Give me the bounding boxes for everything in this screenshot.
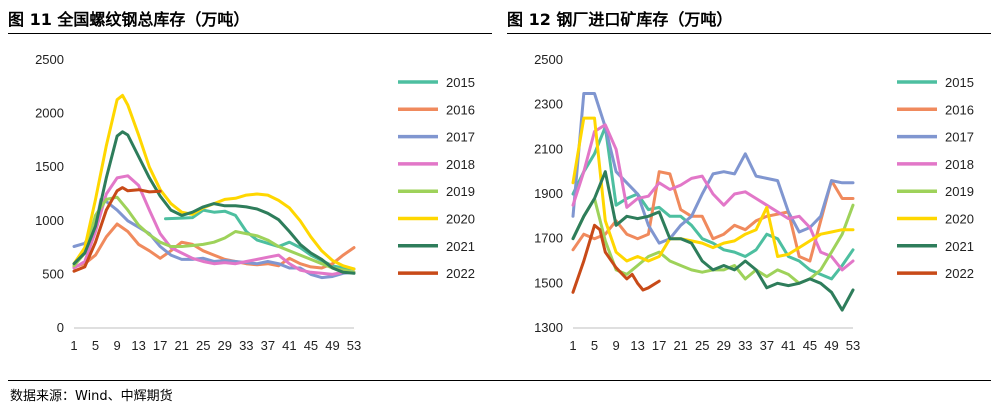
x-tick-label: 29 [717,338,731,353]
y-tick-label: 2500 [35,52,64,67]
source-note: 数据来源：Wind、中辉期货 [10,389,173,404]
x-tick-label: 13 [131,338,145,353]
legend-label: 2017 [945,130,974,145]
y-tick-label: 1900 [534,186,563,201]
legend-label: 2022 [945,266,974,281]
y-tick-label: 1500 [534,275,563,290]
x-tick-label: 25 [695,338,709,353]
x-tick-label: 45 [304,338,318,353]
legend: 2015 2016 2017 2018 2019 2020 2021 2022 [398,75,475,281]
y-tick-label: 500 [42,266,64,281]
x-tick-label: 17 [153,338,167,353]
x-tick-label: 53 [347,338,361,353]
y-tick-label: 1500 [35,159,64,174]
legend-label: 2019 [446,184,475,199]
y-tick-label: 0 [57,320,64,335]
x-tick-label: 5 [591,338,598,353]
legend-label: 2021 [945,239,974,254]
legend: 2015 2016 2017 2018 2019 2020 2021 2022 [897,75,974,281]
x-tick-label: 33 [738,338,752,353]
y-tick-label: 2300 [534,97,563,112]
legend-label: 2016 [446,102,475,117]
series-line-2018 [571,123,855,272]
x-tick-label: 25 [196,338,210,353]
series-line-2016 [72,222,356,270]
legend-label: 2015 [945,75,974,90]
series-line-2021 [72,130,356,275]
legend-label: 2018 [446,157,475,172]
legend-label: 2020 [945,212,974,227]
bottom-rule [8,380,991,381]
series-line-2018 [72,174,356,276]
y-tick-label: 2100 [534,141,563,156]
x-tick-label: 53 [846,338,860,353]
axes: 1300 1500 1700 1900 2100 2300 2500 1 5 9 13 17 21 25 2… [534,52,860,353]
legend-label: 2019 [945,184,974,199]
left-chart-title: 图 11 全国螺纹钢总库存（万吨） [8,10,250,29]
legend-label: 2016 [945,102,974,117]
x-tick-label: 49 [824,338,838,353]
legend-label: 2021 [446,239,475,254]
x-tick-label: 33 [239,338,253,353]
legend-label: 2022 [446,266,475,281]
y-tick-label: 2500 [534,52,563,67]
y-tick-label: 2000 [35,106,64,121]
right-title-rule [507,33,991,34]
left-title-rule [8,33,492,34]
x-tick-label: 45 [803,338,817,353]
x-tick-label: 41 [781,338,795,353]
series-lines [72,93,356,280]
x-tick-label: 13 [630,338,644,353]
x-tick-label: 9 [113,338,120,353]
x-tick-label: 49 [325,338,339,353]
x-tick-label: 21 [673,338,687,353]
series-line-2015 [571,125,855,281]
x-tick-label: 1 [569,338,576,353]
series-line-2022 [571,223,661,294]
x-tick-label: 5 [92,338,99,353]
rebar-inventory-chart: 0 500 1000 1500 2000 2500 1 5 9 13 17 21 25 29 33 37 41 4… [35,52,475,353]
right-chart-title: 图 12 钢厂进口矿库存（万吨） [507,10,733,29]
x-tick-label: 17 [652,338,666,353]
iron-ore-inventory-chart: 1300 1500 1700 1900 2100 2300 2500 1 5 9 13 17 21 25 2… [534,52,974,353]
y-tick-label: 1300 [534,320,563,335]
legend-label: 2017 [446,130,475,145]
series-line-2019 [72,195,356,274]
x-tick-label: 9 [612,338,619,353]
x-tick-label: 29 [218,338,232,353]
series-line-2020 [571,116,855,263]
y-tick-label: 1000 [35,213,64,228]
series-line-2022 [72,186,162,273]
legend-label: 2015 [446,75,475,90]
x-tick-label: 37 [261,338,275,353]
series-line-2021 [571,170,855,312]
x-tick-label: 41 [282,338,296,353]
y-tick-label: 1700 [534,231,563,246]
legend-label: 2020 [446,212,475,227]
axes: 0 500 1000 1500 2000 2500 1 5 9 13 17 21 25 29 33 37 41 4… [35,52,361,353]
legend-label: 2018 [945,157,974,172]
x-tick-label: 21 [174,338,188,353]
series-lines [571,92,855,312]
series-line-2016 [571,170,855,263]
x-tick-label: 37 [760,338,774,353]
x-tick-label: 1 [70,338,77,353]
